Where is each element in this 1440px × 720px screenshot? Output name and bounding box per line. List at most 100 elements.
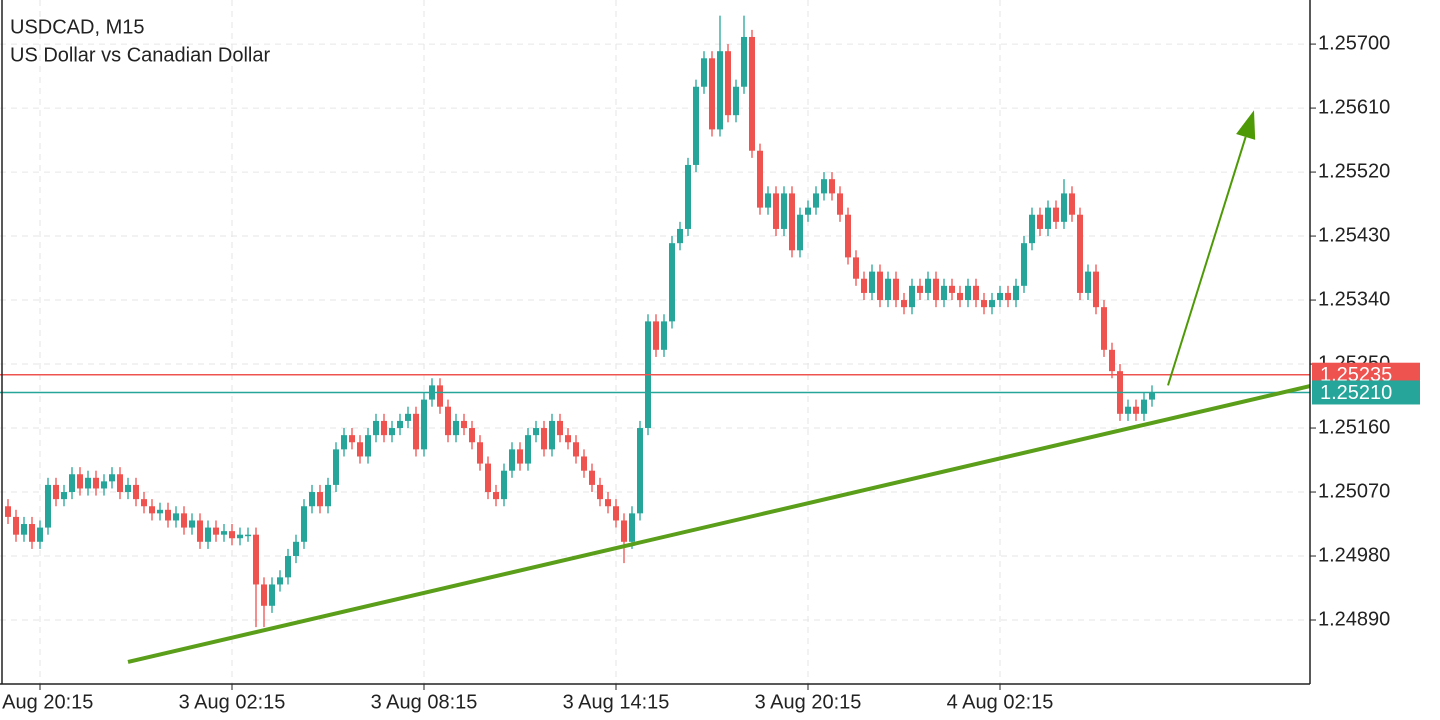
grid: [0, 0, 1310, 684]
candle-body: [77, 474, 83, 489]
candle-body: [1045, 207, 1051, 229]
candle-body: [29, 524, 35, 542]
candle-body: [573, 442, 579, 457]
candle-body: [557, 420, 563, 436]
candle-body: [949, 285, 955, 293]
y-tick-label: 1.25340: [1318, 288, 1390, 310]
candle-body: [493, 492, 499, 500]
candle-body: [589, 470, 595, 485]
candle-body: [997, 292, 1003, 301]
candle-body: [933, 278, 939, 301]
candle-body: [629, 513, 635, 542]
candle-body: [901, 300, 907, 308]
candle-body: [149, 506, 155, 514]
candle-body: [469, 428, 475, 443]
candle-body: [661, 321, 667, 350]
candle-body: [789, 193, 795, 251]
candle-body: [941, 285, 947, 301]
arrow-shaft: [1167, 136, 1247, 386]
price-label: 1.25210: [1320, 382, 1392, 404]
candle-body: [605, 499, 611, 507]
candle-body: [1141, 399, 1147, 414]
candle-body: [405, 413, 411, 421]
candle-body: [877, 271, 883, 301]
candle-body: [1085, 271, 1091, 293]
candle-body: [581, 456, 587, 471]
chart-title: USDCAD, M15: [10, 16, 144, 38]
candle-body: [373, 420, 379, 436]
candle-body: [725, 51, 731, 116]
candle-body: [197, 520, 203, 542]
candle-body: [525, 435, 531, 464]
candle-body: [1125, 406, 1131, 414]
candle-body: [813, 193, 819, 208]
candle-body: [749, 36, 755, 151]
candle-body: [269, 584, 275, 606]
marks: [0, 15, 1311, 664]
candle-body: [765, 193, 771, 208]
candle-body: [213, 527, 219, 535]
candle-body: [869, 271, 875, 293]
candle-body: [45, 484, 51, 528]
candle-body: [325, 484, 331, 507]
candle-body: [37, 527, 43, 542]
candle-body: [965, 285, 971, 301]
candle-body: [741, 36, 747, 87]
x-tick-label: 3 Aug 20:15: [755, 691, 862, 713]
candle-body: [1149, 392, 1155, 400]
candle-body: [157, 509, 163, 514]
candle-body: [133, 484, 139, 500]
candle-body: [613, 506, 619, 521]
candle-body: [261, 584, 267, 606]
candle-body: [501, 470, 507, 500]
x-tick-label: 2 Aug 20:15: [0, 691, 93, 713]
candle-body: [637, 428, 643, 514]
candle-body: [1093, 271, 1099, 308]
candle-body: [53, 484, 59, 500]
candle-body: [1077, 214, 1083, 293]
candle-body: [61, 492, 67, 500]
y-tick-label: 1.25610: [1318, 96, 1390, 118]
candle-body: [181, 513, 187, 528]
candle-body: [341, 435, 347, 450]
y-tick-label: 1.25070: [1318, 480, 1390, 502]
candle-body: [909, 285, 915, 308]
candle-body: [293, 541, 299, 557]
candle-body: [797, 214, 803, 251]
candle-body: [365, 435, 371, 457]
candle-body: [301, 506, 307, 542]
candle-body: [917, 285, 923, 293]
candle-body: [93, 477, 99, 489]
candle-body: [565, 435, 571, 443]
candle-body: [389, 428, 395, 436]
candle-body: [821, 179, 827, 194]
candle-body: [989, 300, 995, 308]
y-tick-label: 1.24890: [1318, 608, 1390, 630]
candle-body: [509, 449, 515, 471]
y-tick-label: 1.25430: [1318, 224, 1390, 246]
candle-body: [477, 442, 483, 464]
y-tick-label: 1.25160: [1318, 416, 1390, 438]
candle-body: [397, 420, 403, 429]
candle-body: [461, 420, 467, 429]
candle-body: [1029, 214, 1035, 244]
candle-body: [381, 420, 387, 436]
candle-body: [981, 300, 987, 308]
candle-body: [285, 556, 291, 578]
candle-body: [677, 228, 683, 244]
arrow-head: [1236, 110, 1256, 140]
candle-body: [1133, 406, 1139, 414]
candle-body: [277, 577, 283, 585]
candle-body: [349, 435, 355, 443]
candle-body: [957, 292, 963, 301]
trendline: [127, 384, 1311, 664]
candle-body: [237, 534, 243, 539]
candle-body: [597, 484, 603, 500]
candle-body: [1101, 307, 1107, 350]
candle-body: [421, 399, 427, 450]
candle-body: [669, 243, 675, 322]
candle-body: [205, 527, 211, 542]
candle-body: [1069, 193, 1075, 215]
candle-body: [773, 193, 779, 229]
candle-body: [717, 51, 723, 130]
